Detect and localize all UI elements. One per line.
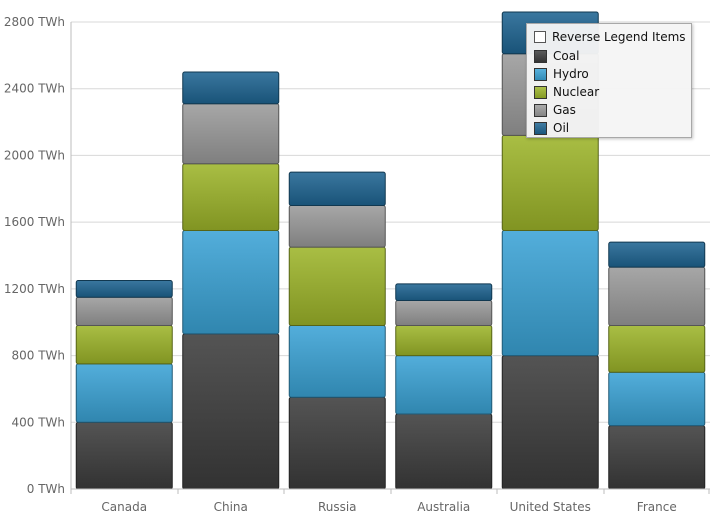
legend-item-gas[interactable]: Gas bbox=[534, 101, 691, 119]
reverse-legend-toggle[interactable]: Reverse Legend Items bbox=[534, 27, 691, 47]
bar-segment-coal-united-states[interactable] bbox=[501, 355, 599, 490]
x-category-label: Russia bbox=[318, 500, 357, 514]
x-category-label: China bbox=[214, 500, 248, 514]
legend-label: Gas bbox=[553, 103, 576, 117]
y-tick-label: 400 TWh bbox=[11, 415, 65, 429]
bar-segment-gas-china[interactable] bbox=[182, 103, 280, 165]
bar-segment-hydro-canada[interactable] bbox=[75, 363, 173, 423]
bars bbox=[75, 11, 706, 490]
legend-label: Coal bbox=[553, 49, 580, 63]
bar-segment-nuclear-china[interactable] bbox=[182, 163, 280, 231]
y-tick-label: 2800 TWh bbox=[4, 15, 65, 29]
reverse-legend-checkbox[interactable] bbox=[534, 31, 546, 43]
bar-segment-hydro-united-states[interactable] bbox=[501, 229, 599, 357]
x-category-label: United States bbox=[510, 500, 591, 514]
legend-swatch bbox=[534, 85, 547, 99]
bar-segment-hydro-france[interactable] bbox=[608, 371, 706, 427]
legend-label: Oil bbox=[553, 121, 570, 135]
bar-segment-coal-russia[interactable] bbox=[288, 396, 386, 490]
legend-swatch bbox=[534, 103, 547, 117]
bar-segment-coal-china[interactable] bbox=[182, 333, 280, 490]
x-category-label: France bbox=[637, 500, 677, 514]
legend-label: Nuclear bbox=[553, 85, 600, 99]
bar-segment-hydro-australia[interactable] bbox=[395, 355, 493, 415]
y-tick-label: 1200 TWh bbox=[4, 282, 65, 296]
bar-segment-hydro-china[interactable] bbox=[182, 229, 280, 335]
y-tick-label: 2400 TWh bbox=[4, 82, 65, 96]
bar-segment-nuclear-united-states[interactable] bbox=[501, 134, 599, 231]
y-tick-label: 0 TWh bbox=[27, 482, 65, 496]
gridlines bbox=[71, 21, 710, 423]
reverse-legend-label: Reverse Legend Items bbox=[552, 30, 686, 44]
bar-segment-nuclear-australia[interactable] bbox=[395, 325, 493, 357]
bar-segment-nuclear-canada[interactable] bbox=[75, 325, 173, 365]
bar-segment-gas-australia[interactable] bbox=[395, 300, 493, 327]
bar-segment-oil-australia[interactable] bbox=[395, 283, 493, 302]
legend-swatch bbox=[534, 67, 547, 81]
bar-segment-oil-france[interactable] bbox=[608, 241, 706, 268]
y-tick-label: 800 TWh bbox=[11, 349, 65, 363]
bar-segment-oil-russia[interactable] bbox=[288, 171, 386, 206]
y-tick-label: 1600 TWh bbox=[4, 215, 65, 229]
bar-segment-gas-france[interactable] bbox=[608, 266, 706, 327]
legend-swatch bbox=[534, 121, 547, 135]
legend-label: Hydro bbox=[553, 67, 589, 81]
bar-segment-gas-canada[interactable] bbox=[75, 296, 173, 327]
bar-segment-oil-china[interactable] bbox=[182, 71, 280, 105]
bar-segment-gas-russia[interactable] bbox=[288, 204, 386, 248]
y-tick-label: 2000 TWh bbox=[4, 148, 65, 162]
x-category-label: Canada bbox=[101, 500, 147, 514]
bar-segment-nuclear-russia[interactable] bbox=[288, 246, 386, 327]
bar-segment-oil-canada[interactable] bbox=[75, 280, 173, 298]
legend-item-oil[interactable]: Oil bbox=[534, 119, 691, 137]
bar-segment-coal-australia[interactable] bbox=[395, 413, 493, 490]
legend-swatch bbox=[534, 49, 547, 63]
bar-segment-coal-france[interactable] bbox=[608, 425, 706, 490]
legend-item-hydro[interactable]: Hydro bbox=[534, 65, 691, 83]
legend-item-coal[interactable]: Coal bbox=[534, 47, 691, 65]
bar-segment-nuclear-france[interactable] bbox=[608, 325, 706, 373]
bar-segment-coal-canada[interactable] bbox=[75, 421, 173, 490]
legend: Reverse Legend Items Coal Hydro Nuclear Gas… bbox=[526, 23, 692, 138]
x-category-label: Australia bbox=[417, 500, 470, 514]
bar-segment-hydro-russia[interactable] bbox=[288, 325, 386, 398]
axes: 0 TWh 400 TWh 800 TWh 1200 TWh 1600 TWh 2000 … bbox=[4, 15, 710, 514]
legend-item-nuclear[interactable]: Nuclear bbox=[534, 83, 691, 101]
